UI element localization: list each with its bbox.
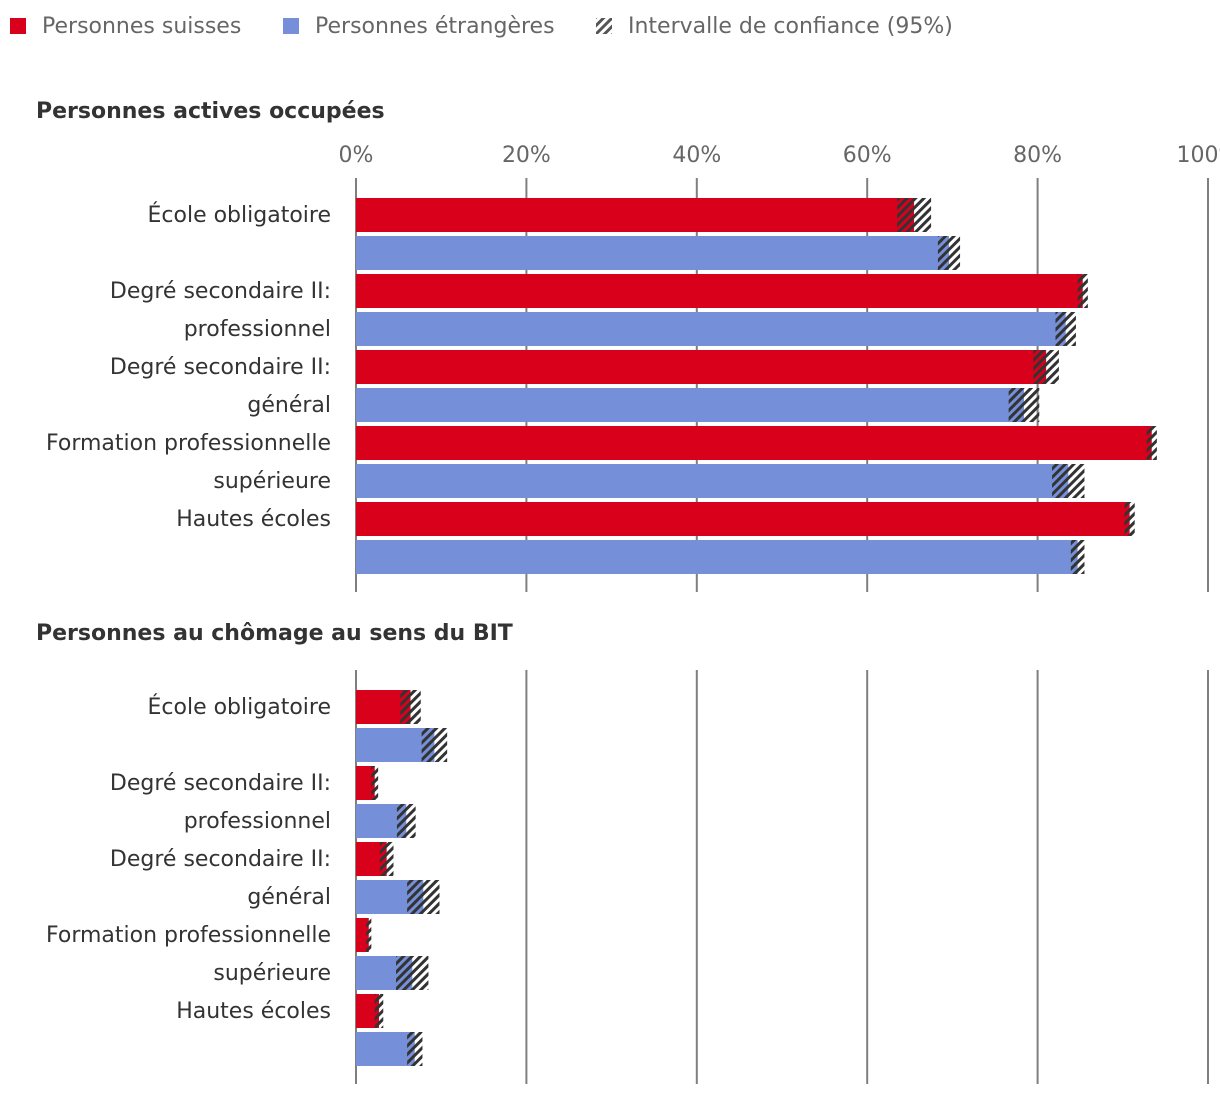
bar — [356, 994, 380, 1028]
category-label: Degré secondaire II: — [110, 279, 331, 304]
confidence-interval — [371, 766, 379, 800]
bar — [356, 274, 1083, 308]
chart-panels: Personnes actives occupées 0% 20% 40% 60% 80%… — [36, 99, 1220, 1084]
category-label: Degré secondaire II: — [110, 771, 331, 796]
category-label: École obligatoire — [148, 694, 332, 720]
bar — [356, 766, 375, 800]
confidence-interval — [400, 690, 421, 724]
confidence-interval — [1077, 274, 1088, 308]
x-tick-label: 20% — [502, 143, 551, 168]
confidence-interval — [1124, 502, 1135, 536]
bar — [356, 198, 915, 232]
x-tick-label: 80% — [1013, 143, 1062, 168]
category-label: Degré secondaire II: — [110, 847, 331, 872]
confidence-interval — [1033, 350, 1059, 384]
category-label: général — [247, 393, 331, 418]
legend-swatch — [596, 18, 612, 34]
category-label: supérieure — [213, 469, 331, 494]
x-tick-label: 100% — [1177, 143, 1220, 168]
category-label: Hautes écoles — [176, 999, 331, 1024]
bar — [356, 918, 369, 952]
panel-2: Personnes au chômage au sens du BIT École… — [36, 621, 1209, 1084]
bar — [356, 1032, 415, 1066]
legend-label: Personnes étrangères — [315, 14, 555, 39]
category-label: général — [247, 885, 331, 910]
bar — [356, 426, 1152, 460]
confidence-interval — [1055, 312, 1076, 346]
x-tick-label: 0% — [339, 143, 374, 168]
confidence-interval — [407, 880, 440, 914]
confidence-interval — [366, 918, 372, 952]
confidence-interval — [407, 1032, 423, 1066]
x-tick-label: 40% — [672, 143, 721, 168]
confidence-interval — [897, 198, 932, 232]
panel-title: Personnes au chômage au sens du BIT — [36, 621, 513, 646]
category-label: Formation professionnelle — [46, 431, 331, 456]
bar — [356, 236, 949, 270]
confidence-interval — [396, 956, 429, 990]
confidence-interval — [374, 994, 384, 1028]
bar — [356, 388, 1024, 422]
x-tick-label: 60% — [843, 143, 892, 168]
confidence-interval — [1070, 540, 1085, 574]
category-label: École obligatoire — [148, 202, 332, 228]
confidence-interval — [421, 728, 448, 762]
category-label: Formation professionnelle — [46, 923, 331, 948]
confidence-interval — [1052, 464, 1085, 498]
legend-swatch — [10, 18, 26, 34]
bar — [356, 502, 1130, 536]
bar — [356, 350, 1047, 384]
bar — [356, 312, 1066, 346]
category-label: Degré secondaire II: — [110, 355, 331, 380]
legend: Personnes suisses Personnes étrangères Int… — [10, 14, 953, 39]
confidence-interval — [1146, 426, 1157, 460]
panel-title: Personnes actives occupées — [36, 99, 385, 124]
legend-swatch — [283, 18, 299, 34]
legend-label: Personnes suisses — [42, 14, 241, 39]
legend-label: Intervalle de confiance (95%) — [628, 14, 953, 39]
bar — [356, 540, 1078, 574]
confidence-interval — [396, 804, 416, 838]
confidence-interval — [937, 236, 961, 270]
panel-1: Personnes actives occupées 0% 20% 40% 60% 80%… — [36, 99, 1220, 592]
category-label: Hautes écoles — [176, 507, 331, 532]
bar — [356, 464, 1069, 498]
category-label: professionnel — [184, 809, 331, 834]
confidence-interval — [1008, 388, 1040, 422]
category-label: supérieure — [213, 961, 331, 986]
category-label: professionnel — [184, 317, 331, 342]
bar — [356, 728, 435, 762]
confidence-interval — [379, 842, 394, 876]
